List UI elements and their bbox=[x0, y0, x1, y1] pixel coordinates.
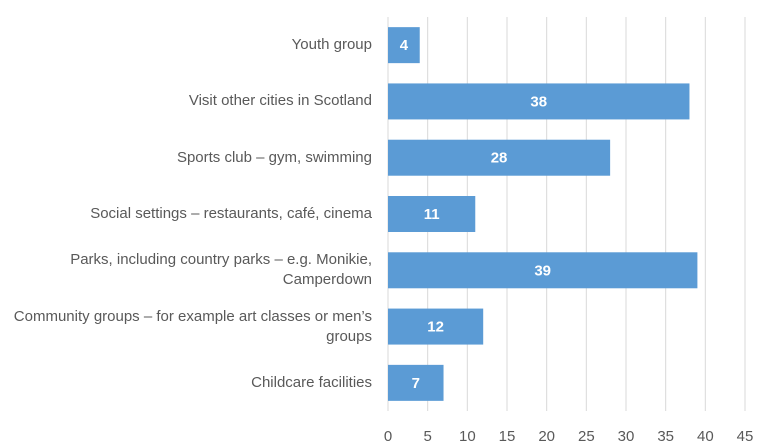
y-tick-label: Sports club – gym, swimming bbox=[176, 148, 372, 166]
bar bbox=[388, 308, 484, 345]
x-tick-label: 20 bbox=[538, 428, 555, 444]
data-label: 38 bbox=[530, 93, 547, 110]
y-tick-label: Visit other cities in Scotland bbox=[188, 92, 372, 110]
x-tick-label: 15 bbox=[499, 428, 516, 444]
bar bbox=[388, 139, 611, 176]
x-tick-label: 0 bbox=[384, 428, 392, 444]
y-tick-label: Childcare facilities bbox=[251, 373, 372, 391]
x-tick-label: 45 bbox=[737, 428, 754, 444]
bar bbox=[388, 83, 690, 120]
y-tick-label: Community groups – for example art class… bbox=[13, 307, 372, 345]
data-label: 11 bbox=[424, 206, 440, 223]
y-tick-label: Social settings – restaurants, café, cin… bbox=[90, 205, 372, 222]
bar bbox=[388, 196, 476, 232]
data-label: 4 bbox=[400, 37, 409, 54]
bar bbox=[388, 364, 444, 401]
y-tick-label: Parks, including country parks – e.g. Mo… bbox=[70, 251, 372, 289]
x-tick-label: 10 bbox=[459, 428, 476, 444]
y-tick-label: Youth group bbox=[291, 36, 372, 54]
bar bbox=[388, 252, 698, 289]
data-label: 7 bbox=[412, 375, 420, 392]
x-tick-label: 30 bbox=[618, 428, 635, 444]
bar bbox=[388, 27, 420, 64]
data-label: 12 bbox=[427, 319, 444, 336]
data-label: 28 bbox=[491, 150, 508, 167]
x-tick-label: 5 bbox=[423, 428, 431, 444]
x-tick-label: 40 bbox=[697, 428, 714, 444]
x-tick-label: 25 bbox=[578, 428, 595, 444]
x-tick-label: 35 bbox=[657, 428, 674, 444]
data-label: 39 bbox=[534, 262, 551, 279]
